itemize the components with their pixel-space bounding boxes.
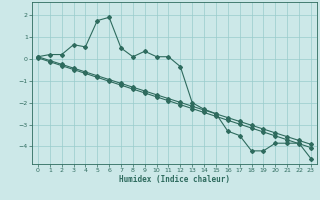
X-axis label: Humidex (Indice chaleur): Humidex (Indice chaleur) (119, 175, 230, 184)
